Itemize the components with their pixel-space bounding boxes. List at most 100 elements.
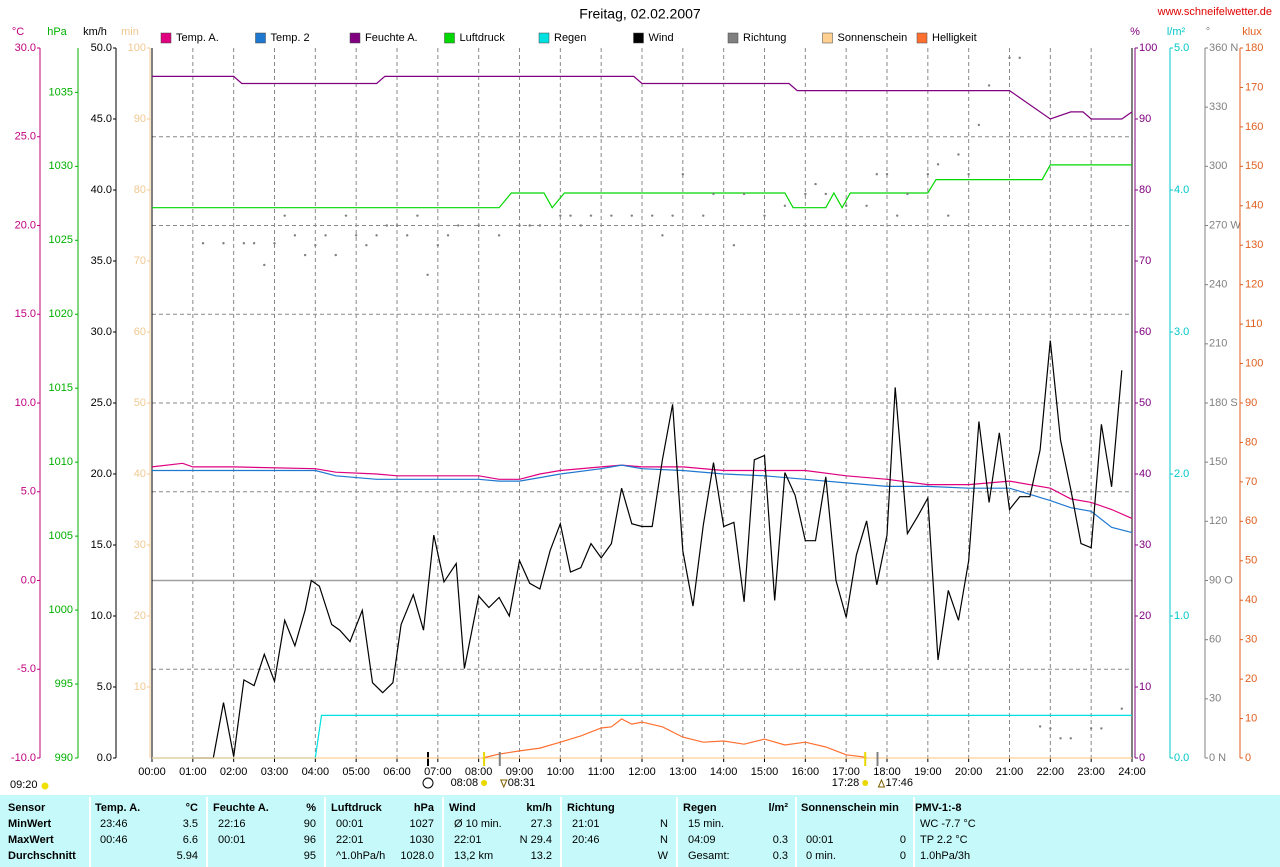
- direction-point: [947, 214, 950, 217]
- direction-point: [987, 84, 991, 87]
- y-tick-label: 20: [134, 610, 146, 622]
- direction-point: [1018, 56, 1021, 60]
- table-cell: 00:46: [100, 834, 128, 846]
- direction-point: [906, 192, 909, 196]
- axis-title: °: [1206, 26, 1210, 38]
- table-cell: 1.0hPa/3h: [920, 850, 970, 862]
- legend-swatch: [349, 32, 361, 44]
- y-tick-label: 50: [1139, 397, 1151, 409]
- direction-point: [1069, 737, 1072, 740]
- y-tick-label: 25.0: [91, 397, 112, 409]
- direction-point: [589, 214, 593, 217]
- table-cell: Regen: [683, 802, 717, 814]
- y-tick-label: 120: [1209, 515, 1227, 527]
- y-tick-label: 1020: [49, 308, 73, 320]
- y-tick-label: 0.0: [97, 752, 112, 764]
- sun-triangle: [500, 779, 508, 789]
- y-tick-label: 60: [134, 326, 146, 338]
- table-cell: 3.5: [183, 818, 198, 830]
- table-cell: Sensor: [8, 802, 46, 814]
- legend-swatch: [727, 32, 739, 44]
- x-tick-label: 15:00: [751, 766, 779, 778]
- direction-point: [354, 234, 358, 237]
- table-cell: 23:46: [100, 818, 128, 830]
- y-tick-label: 140: [1245, 200, 1263, 212]
- y-tick-label: 1035: [49, 86, 73, 98]
- y-tick-label: 150: [1245, 160, 1263, 172]
- direction-point: [293, 234, 297, 237]
- table-cell: km/h: [526, 802, 552, 814]
- y-tick-label: 70: [1139, 255, 1151, 267]
- table-cell: 1030: [410, 834, 434, 846]
- direction-point: [201, 242, 205, 245]
- x-tick-label: 01:00: [179, 766, 207, 778]
- x-tick-label: 09:00: [506, 766, 534, 778]
- y-tick-label: 10: [134, 681, 146, 693]
- direction-point: [732, 244, 736, 247]
- y-tick-label: 60: [1209, 634, 1221, 646]
- legend-swatch: [160, 32, 172, 44]
- legend-label: Regen: [554, 32, 586, 44]
- direction-point: [671, 214, 674, 217]
- sun-icon: [481, 780, 488, 786]
- table-cell: 22:01: [336, 834, 364, 846]
- y-tick-label: 270 W: [1209, 219, 1241, 231]
- sun-label: 17:46: [885, 777, 913, 789]
- y-tick-label: 360 N: [1209, 42, 1238, 54]
- table-cell: %: [306, 802, 316, 814]
- direction-point: [303, 253, 307, 257]
- direction-point: [477, 224, 480, 227]
- y-tick-label: 210: [1209, 338, 1227, 350]
- y-tick-label: 0: [1139, 752, 1145, 764]
- series-line: [152, 464, 1133, 534]
- direction-point: [896, 214, 899, 217]
- axis-title: min: [121, 26, 139, 38]
- y-tick-label: 30.0: [91, 326, 112, 338]
- direction-point: [814, 182, 817, 186]
- x-tick-label: 14:00: [710, 766, 738, 778]
- y-tick-label: 990: [55, 752, 73, 764]
- y-tick-label: 80: [134, 184, 146, 196]
- direction-point: [518, 224, 521, 227]
- legend-swatch: [633, 32, 644, 44]
- direction-point: [222, 242, 225, 245]
- y-tick-label: 5.0: [97, 681, 112, 693]
- x-tick-label: 21:00: [996, 766, 1024, 778]
- y-tick-label: 50: [134, 397, 146, 409]
- y-tick-label: 1030: [49, 160, 73, 172]
- sun-icon: [41, 782, 49, 790]
- y-tick-label: 30: [134, 539, 146, 551]
- direction-point: [783, 204, 787, 207]
- table-cell: 95: [304, 850, 316, 862]
- table-bg: [0, 795, 1280, 867]
- x-tick-label: 22:00: [1037, 766, 1065, 778]
- series-line: [151, 462, 1133, 519]
- y-tick-label: 50: [1245, 555, 1257, 567]
- x-tick-label: 11:00: [588, 766, 615, 778]
- y-tick-label: 45.0: [91, 113, 112, 125]
- table-cell: 20:46: [572, 834, 600, 846]
- table-cell: 00:01: [806, 834, 834, 846]
- direction-point: [630, 214, 633, 217]
- table-cell: hPa: [414, 802, 435, 814]
- direction-point: [610, 214, 613, 217]
- direction-point: [242, 242, 246, 245]
- direction-point: [416, 214, 419, 217]
- direction-point: [528, 224, 531, 227]
- x-tick-label: 19:00: [914, 766, 942, 778]
- direction-point: [457, 224, 460, 227]
- x-tick-label: 06:00: [383, 766, 411, 778]
- moon-icon: [422, 777, 434, 789]
- legend-swatch: [916, 32, 928, 44]
- table-cell: N 29.4: [520, 834, 552, 846]
- sun-label: 08:08: [451, 777, 479, 789]
- direction-point: [875, 173, 878, 176]
- y-tick-label: -5.0: [17, 663, 36, 675]
- legend-swatch: [822, 32, 833, 44]
- y-tick-label: 100: [1139, 42, 1157, 54]
- axis-title: km/h: [83, 26, 107, 38]
- y-tick-label: 1015: [49, 382, 73, 394]
- y-tick-label: 70: [1245, 476, 1257, 488]
- table-cell: 0 min.: [806, 850, 836, 862]
